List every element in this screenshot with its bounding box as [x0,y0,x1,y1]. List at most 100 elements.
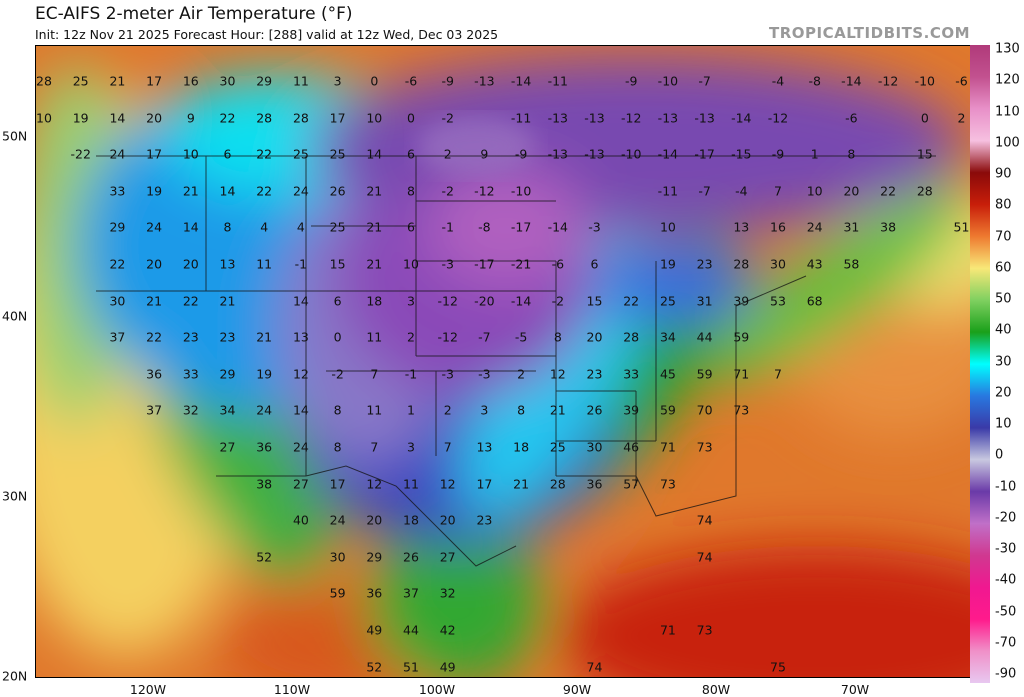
temperature-label: -12 [437,329,458,345]
temperature-label: 12 [439,476,456,492]
temperature-label: 21 [513,476,530,492]
temperature-label: 20 [146,110,163,126]
temperature-label: -14 [510,73,532,89]
map-subtitle: Init: 12z Nov 21 2025 Forecast Hour: [28… [35,27,499,42]
temperature-label: 9 [480,146,489,162]
colorbar-tick-label: -40 [995,572,1017,588]
temperature-label: -15 [731,146,752,162]
colorbar-tick-label: 10 [995,416,1012,432]
temperature-label: 49 [439,659,456,675]
temperature-label: -13 [657,110,679,126]
temperature-label: 33 [623,366,640,382]
temperature-label: 74 [586,659,603,675]
colorbar-tick-label: 40 [995,322,1012,338]
temperature-label: -12 [474,183,495,199]
temperature-label: 57 [623,476,640,492]
temperature-label: 22 [880,183,897,199]
temperature-label: 14 [219,183,236,199]
temperature-label: 30 [109,293,126,309]
colorbar-tick-label: -50 [995,604,1017,619]
temperature-label: 21 [366,256,383,272]
temperature-label: 27 [439,549,456,565]
temperature-label: -4 [771,73,785,89]
temperature-label: 14 [292,293,309,309]
temperature-label: 45 [659,366,676,382]
temperature-label: 25 [72,73,89,89]
temperature-label: 28 [256,110,273,126]
colorbar-tick-label: 80 [995,197,1012,213]
colorbar-tick-label: 30 [995,354,1012,369]
temperature-label: -11 [510,110,532,126]
temperature-label: 8 [333,439,342,455]
lat-label-40n: 40N [2,308,28,324]
colorbar-tick-label: 70 [995,229,1012,244]
temperature-label: 10 [403,256,419,272]
colorbar-tick-label: 120 [995,72,1020,88]
temperature-label: 21 [366,219,383,235]
temperature-label: -10 [620,146,642,162]
temperature-label: 20 [182,256,199,272]
temperature-label: -6 [955,73,968,89]
temperature-label: 22 [182,293,199,309]
temperature-label: 10 [36,110,52,126]
temperature-label: 15 [916,146,933,162]
temperature-label: -8 [478,219,491,235]
temperature-label: 52 [256,549,273,565]
temperature-label: 13 [733,219,750,235]
temperature-label: 11 [256,256,273,272]
temperature-label: -7 [698,73,711,89]
temperature-label: 28 [549,476,566,492]
temperature-label: 34 [219,402,236,418]
temperature-label: -14 [547,219,569,235]
temperature-label: 16 [182,73,199,89]
temperature-label: 11 [366,402,383,418]
temperature-label: 51 [953,219,970,235]
temperature-label: 22 [256,146,273,162]
colorbar-tick-label: -20 [995,510,1017,526]
temperature-label: 44 [696,329,713,345]
temperature-label: -3 [441,366,454,382]
temperature-label: 20 [366,512,383,528]
temperature-label: -1 [441,219,454,235]
temperature-label: -9 [441,73,454,89]
temperature-label: 0 [407,110,415,126]
temperature-label: 17 [329,110,346,126]
temperature-label: 28 [623,329,640,345]
temperature-label: 4 [296,219,305,235]
temperature-label: 39 [623,402,640,418]
temperature-label: -14 [657,146,679,162]
temperature-label: 17 [476,476,493,492]
temperature-label: 24 [146,219,163,235]
temperature-label: -2 [551,293,565,309]
temperature-label: -14 [510,293,532,309]
temperature-label: 23 [182,329,199,345]
colorbar-tick-label: -90 [995,666,1017,682]
temperature-label: 7 [774,183,782,199]
temperature-label: 31 [696,293,713,309]
temperature-label: -11 [547,73,569,89]
temperature-label: 52 [366,659,383,675]
temperature-label: -14 [731,110,752,126]
temperature-label: 8 [333,402,342,418]
lat-label-30n: 30N [2,488,28,504]
temperature-label: 40 [292,512,309,528]
colorbar-tick-label: -30 [995,541,1017,557]
temperature-label: -1 [294,256,308,272]
lat-label-50n: 50N [2,128,28,144]
temperature-label: 6 [333,293,342,309]
temperature-label: 30 [586,439,603,455]
temperature-label: 59 [696,366,713,382]
temperature-label: 30 [219,73,236,89]
temperature-label: 28 [733,256,750,272]
temperature-label: 3 [333,73,342,89]
temperature-label: -6 [404,73,418,89]
colorbar-tick-label: -70 [995,635,1017,651]
temperature-label: 33 [182,366,199,382]
temperature-label: 24 [292,439,309,455]
temperature-label: 7 [774,366,782,382]
temperature-label: 29 [109,219,126,235]
temperature-label: 23 [586,366,603,382]
temperature-label: 32 [182,402,199,418]
temperature-label: 6 [407,146,415,162]
temperature-label: 6 [407,219,415,235]
